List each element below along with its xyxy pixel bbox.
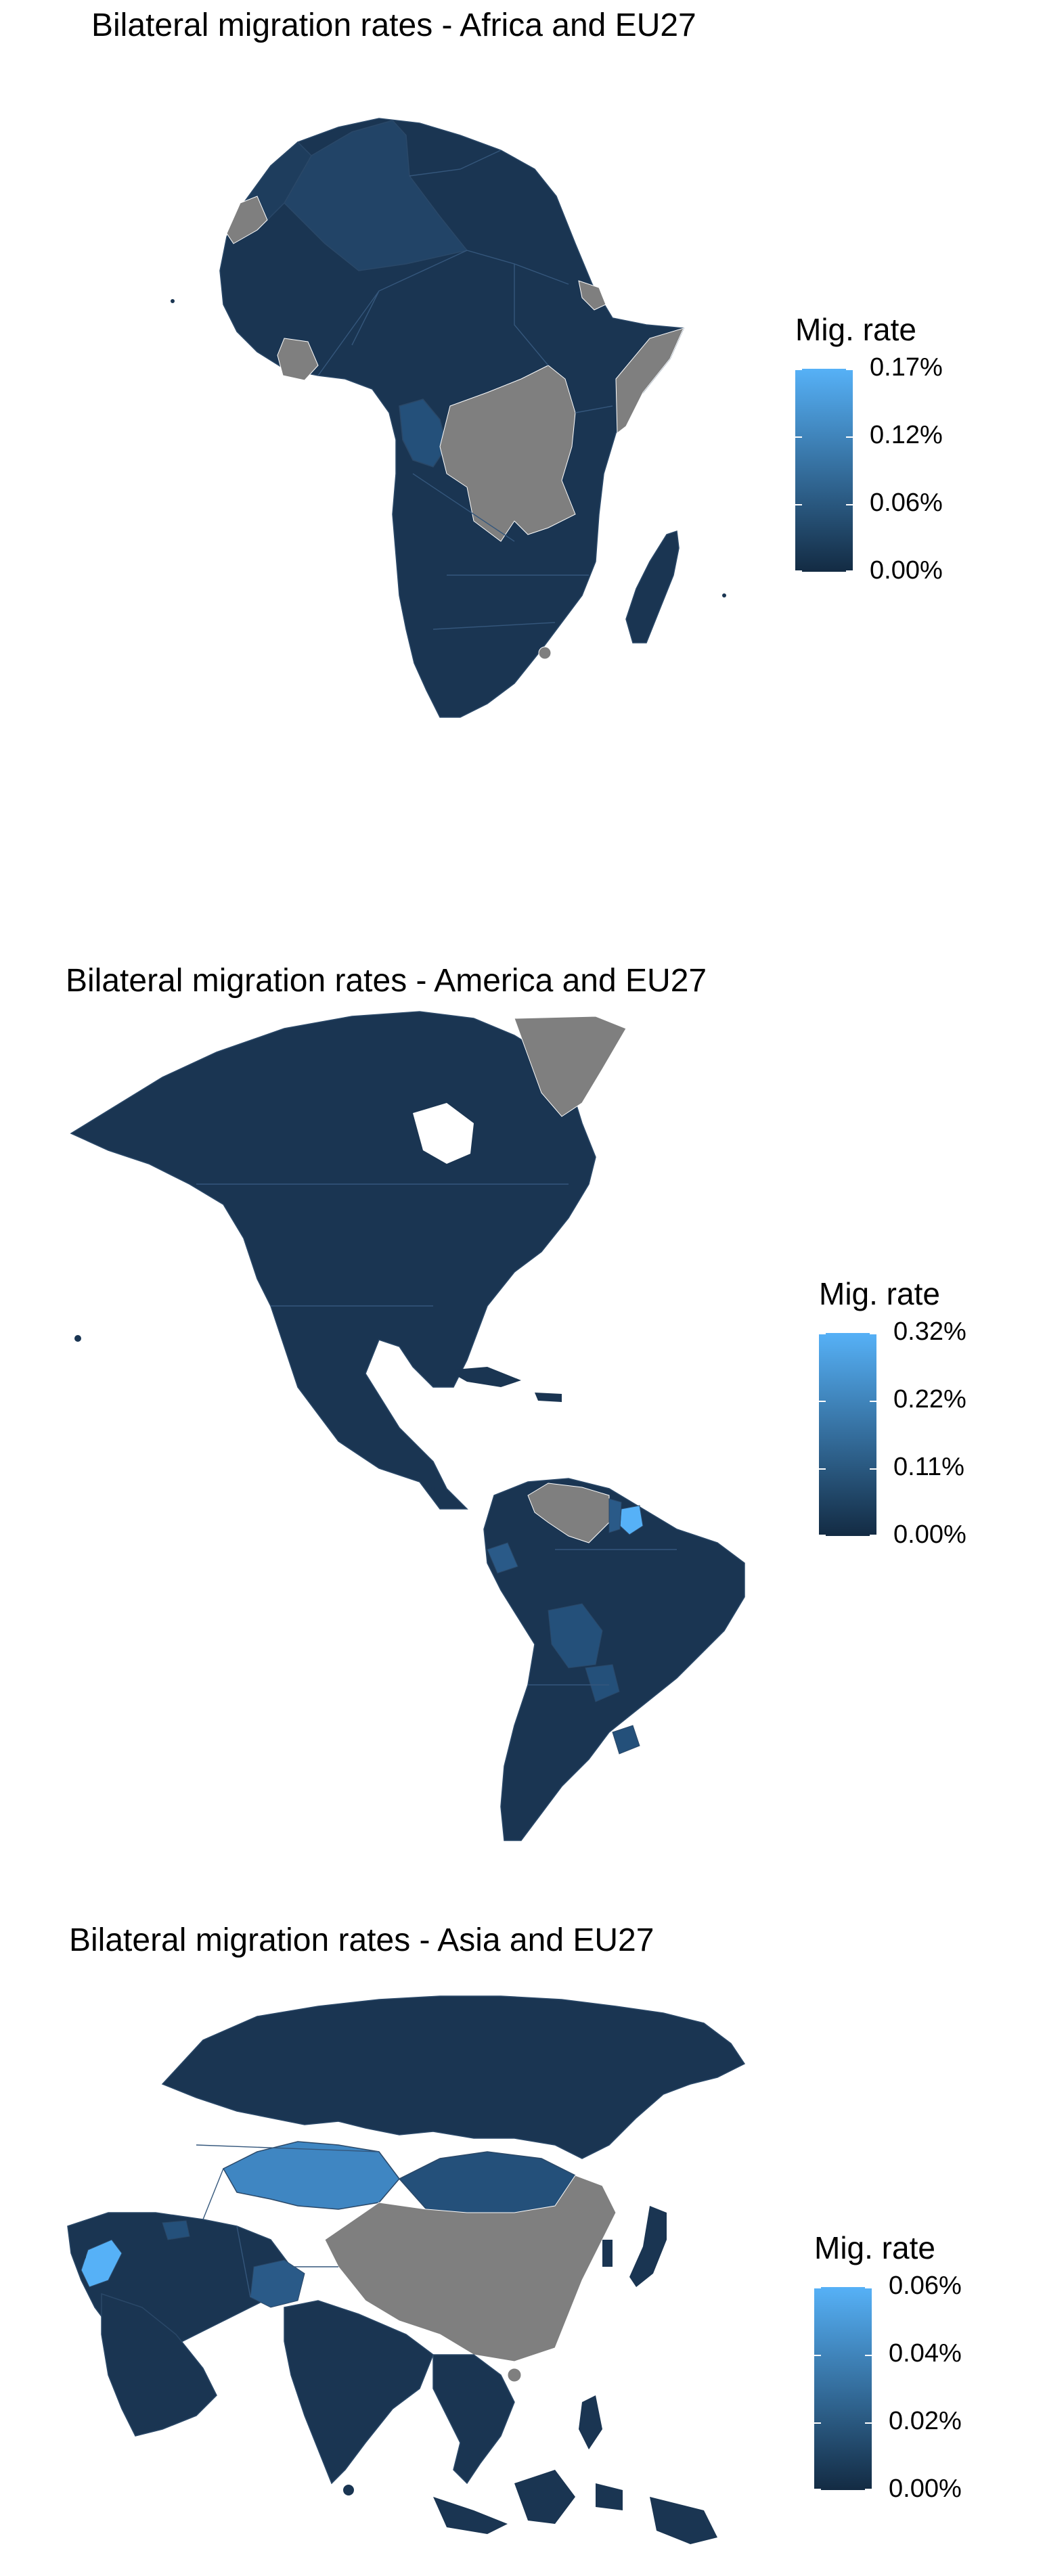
america-legend-colorbar (819, 1333, 876, 1536)
asia-country-kazakhstan (222, 2141, 400, 2210)
america-country-greenland (514, 1016, 627, 1117)
asia-map-title: Bilateral migration rates - Asia and EU2… (69, 1922, 654, 1958)
america-map-title: Bilateral migration rates - America and … (66, 963, 707, 999)
asia-legend-label-min: 0.00% (889, 2475, 962, 2503)
asia-island-hainan (507, 2368, 522, 2382)
africa-legend-label-3: 0.06% (870, 489, 943, 517)
africa-map-title: Bilateral migration rates - Africa and E… (91, 7, 696, 43)
africa-legend: Mig. rate 0.17% 0.12% 0.06% 0.00% (795, 311, 1025, 585)
asia-panel: Bilateral migration rates - Asia and EU2… (0, 1861, 1045, 2576)
asia-country-cyprus (79, 2253, 86, 2260)
america-island-hawaii (74, 1335, 81, 1342)
asia-southeast-asia (432, 2354, 515, 2485)
asia-country-russia (161, 1995, 746, 2159)
asia-legend-label-2: 0.04% (889, 2339, 962, 2368)
africa-country-dr-congo (439, 365, 576, 542)
asia-country-mongolia (398, 2151, 577, 2213)
america-country-ecuador (487, 1542, 518, 1574)
asia-country-korea (602, 2240, 613, 2267)
africa-country-algeria (284, 120, 468, 271)
africa-country-cameroon (399, 399, 447, 468)
america-hudson-bay (413, 1103, 474, 1164)
asia-legend: Mig. rate 0.06% 0.04% 0.02% 0.00% (814, 2230, 1041, 2507)
africa-country-somalia (615, 327, 684, 434)
america-legend-label-max: 0.32% (893, 1317, 966, 1346)
america-country-guyana (608, 1498, 622, 1533)
asia-choropleth-map (67, 1995, 746, 2544)
asia-philippines (579, 2395, 602, 2449)
america-country-paraguay (585, 1664, 620, 1702)
africa-country-eritrea (578, 280, 606, 311)
america-island-galapagos (431, 1487, 435, 1491)
america-legend-label-2: 0.22% (893, 1385, 966, 1414)
africa-island-cape-verde (171, 299, 175, 303)
asia-country-syria (81, 2239, 123, 2288)
america-choropleth-map (70, 1011, 745, 1841)
asia-legend-title: Mig. rate (814, 2230, 935, 2265)
asia-country-sri-lanka (343, 2485, 354, 2495)
africa-island-mauritius (722, 593, 726, 597)
asia-arabian-peninsula (101, 2292, 217, 2437)
africa-country-madagascar (625, 530, 680, 643)
asia-internal-borders (196, 2144, 380, 2298)
america-country-venezuela (527, 1483, 610, 1543)
asia-legend-colorbar (814, 2287, 872, 2490)
asia-country-caucasus (162, 2220, 190, 2240)
africa-country-lesotho (538, 646, 552, 660)
africa-legend-colorbar (795, 369, 853, 572)
america-country-bolivia (548, 1603, 603, 1669)
africa-legend-label-max: 0.17% (870, 353, 943, 382)
africa-legend-label-min: 0.00% (870, 556, 943, 585)
africa-country-ivory-coast (277, 338, 319, 381)
america-legend-title: Mig. rate (819, 1276, 940, 1311)
africa-internal-borders (317, 150, 613, 630)
america-caribbean-islands (447, 1367, 562, 1402)
america-north-america (70, 1011, 596, 1510)
africa-country-western-sahara (226, 196, 268, 244)
asia-country-india (284, 2300, 434, 2485)
america-panel: Bilateral migration rates - America and … (0, 900, 1045, 1861)
america-internal-borders (196, 1183, 677, 1686)
america-south-america (483, 1478, 745, 1841)
asia-country-china (324, 2175, 617, 2362)
asia-legend-label-3: 0.02% (889, 2407, 962, 2435)
america-legend-label-3: 0.11% (893, 1453, 964, 1481)
asia-indonesia-islands (433, 2470, 717, 2544)
africa-choropleth-map (171, 118, 726, 718)
america-legend-label-min: 0.00% (893, 1520, 966, 1549)
asia-country-japan (629, 2206, 667, 2287)
america-country-uruguay (612, 1725, 640, 1755)
asia-legend-label-max: 0.06% (889, 2272, 962, 2300)
africa-legend-label-2: 0.12% (870, 421, 943, 449)
africa-legend-title: Mig. rate (795, 312, 916, 347)
africa-panel: Bilateral migration rates - Africa and E… (0, 0, 1045, 900)
america-legend: Mig. rate 0.32% 0.22% 0.11% 0.00% (819, 1275, 1042, 1553)
